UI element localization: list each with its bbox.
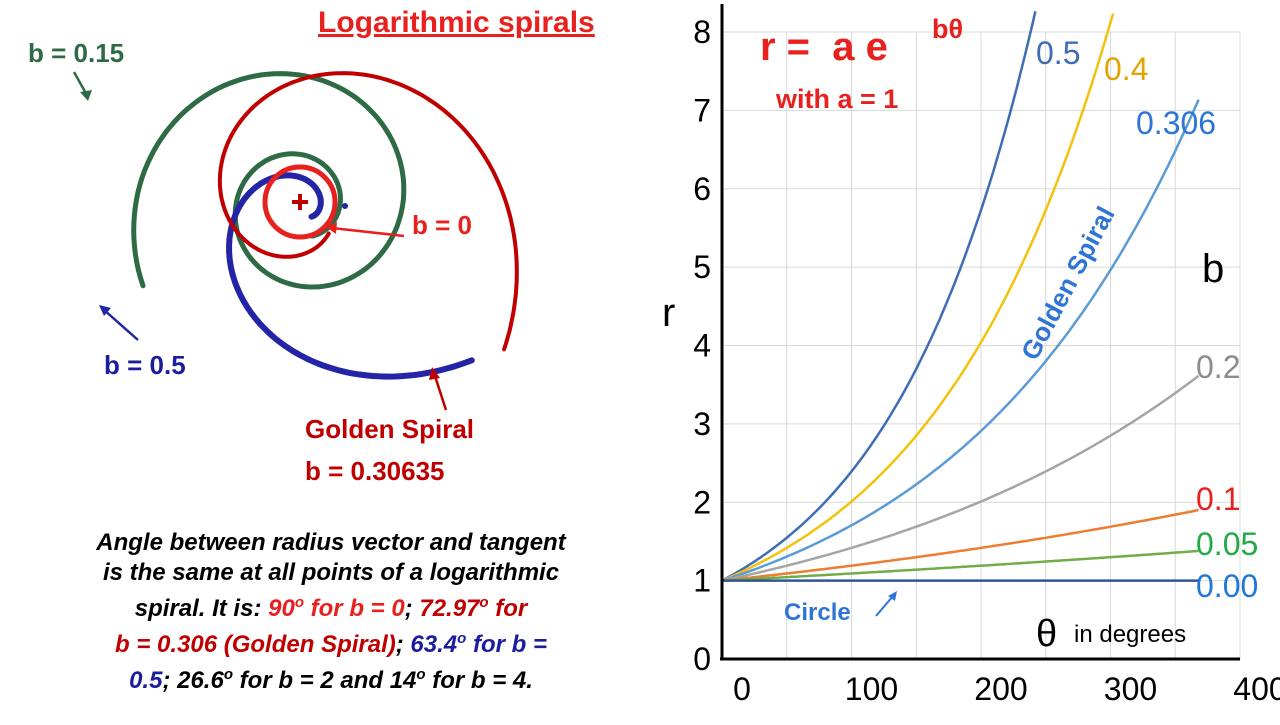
x-tick-label: 200 [974, 671, 1027, 707]
x-tick-label: 0 [733, 671, 751, 707]
formula-exponent: bθ [932, 14, 963, 44]
caption-text: for b = [466, 631, 547, 658]
series-label-b-0_5: 0.5 [1036, 35, 1080, 71]
degree-sup: o [457, 630, 467, 647]
y-tick-label: 6 [693, 171, 711, 207]
formula-subtitle: with a = 1 [775, 84, 898, 114]
y-tick-label: 3 [693, 406, 711, 442]
caption-text: b = 0.306 (Golden Spiral) [115, 631, 396, 658]
golden-spiral-annotation: Golden Spiral [1015, 201, 1121, 364]
page-title: Logarithmic spirals [318, 6, 595, 39]
caption-text: ; 26.6 [162, 667, 224, 694]
axes [720, 4, 1240, 661]
series-label-b-0_1: 0.1 [1196, 481, 1240, 517]
x-tick-label: 300 [1104, 671, 1157, 707]
caption-line-3: spiral. It is: 90o for b = 0; 72.97o for [6, 588, 656, 624]
series-label-b-0_05: 0.05 [1196, 526, 1258, 562]
x-tick-label: 100 [845, 671, 898, 707]
label-b015: b = 0.15 [28, 38, 125, 68]
y-tick-label: 7 [693, 92, 711, 128]
series-line-b-0_306 [721, 99, 1200, 582]
arrow-b05 [99, 305, 139, 341]
degree-sup: o [479, 594, 489, 611]
caption-text: for b = 2 and 14 [233, 667, 417, 694]
y-tick-label: 8 [693, 14, 711, 50]
degree-sup: o [416, 666, 426, 683]
legend-title: b [1202, 247, 1224, 291]
caption-line-5: 0.5; 26.6o for b = 2 and 14o for b = 4. [6, 660, 656, 696]
y-axis-label: r [662, 291, 675, 335]
circle-arrow-icon [875, 591, 897, 617]
tick-labels: 0 1 2 3 4 5 6 7 8 0 100 200 300 400 [693, 14, 1280, 707]
spiral-b015 [131, 71, 407, 290]
caption-text: for b = 4. [425, 667, 533, 694]
label-b05: b = 0.5 [104, 350, 186, 380]
arrow-b0 [326, 222, 405, 238]
caption-text: 63.4 [410, 631, 458, 658]
x-tick-label: 400 [1233, 671, 1280, 707]
caption-line-2: is the same at all points of a logarithm… [102, 559, 560, 586]
caption-text: 72.97 [419, 595, 480, 622]
center-plus-icon [292, 194, 308, 210]
caption-text: spiral. It is: [134, 595, 269, 622]
x-axis-symbol: θ [1036, 613, 1057, 655]
blue-dot [342, 203, 348, 209]
series-line-b-0_2 [721, 374, 1200, 582]
r-vs-theta-chart: 0 1 2 3 4 5 6 7 8 0 100 200 300 400 0.5 0.4 0.306 0.2 0.1… [662, 4, 1280, 707]
spiral-drawing [72, 71, 519, 411]
label-golden-name: Golden Spiral [305, 414, 475, 444]
caption-text: ; [404, 595, 420, 622]
y-tick-label: 4 [693, 328, 711, 364]
series-label-b-0_4: 0.4 [1104, 51, 1148, 87]
caption-text: for b = 0 [303, 595, 405, 622]
circle-annotation: Circle [784, 599, 851, 626]
spiral-illustration: Logarithmic spirals b = 0.15 b = 0.5 b =… [6, 6, 656, 696]
series-line-b-0_05 [721, 549, 1199, 582]
caption: Angle between radius vector and tangent … [6, 528, 656, 696]
series-line-b-0_4 [721, 13, 1115, 582]
series-labels: 0.5 0.4 0.306 0.2 0.1 0.05 0.00 [1036, 35, 1258, 604]
series-lines [721, 11, 1200, 582]
arrow-golden [429, 367, 448, 411]
series-label-b-0_00: 0.00 [1196, 568, 1258, 604]
caption-line-4: b = 0.306 (Golden Spiral); 63.4o for b = [6, 624, 656, 660]
series-label-b-0_2: 0.2 [1196, 349, 1240, 385]
y-tick-label: 0 [693, 641, 711, 677]
circle-b0 [262, 164, 338, 240]
caption-text: 0.5 [129, 667, 163, 694]
degree-sup: o [223, 666, 233, 683]
caption-text: 90 [268, 595, 295, 622]
label-golden-b: b = 0.30635 [305, 456, 445, 486]
y-tick-label: 5 [693, 249, 711, 285]
caption-text: ; [395, 631, 411, 658]
arrow-b015 [72, 71, 92, 101]
series-label-b-0_306: 0.306 [1136, 105, 1216, 141]
caption-line-1: Angle between radius vector and tangent [96, 529, 566, 556]
series-line-b-0_5 [721, 11, 1037, 582]
label-b0: b = 0 [412, 210, 472, 240]
degree-sup: o [294, 594, 304, 611]
y-tick-label: 1 [693, 563, 711, 599]
series-line-b-0_1 [721, 508, 1199, 582]
caption-text: for [488, 595, 528, 622]
spiral-golden [217, 71, 519, 352]
x-axis-unit: in degrees [1074, 621, 1186, 648]
chart-panel: 0 1 2 3 4 5 6 7 8 0 100 200 300 400 0.5 0.4 0.306 0.2 0.1… [660, 0, 1280, 720]
y-tick-label: 2 [693, 484, 711, 520]
formula-main: r = a e [760, 25, 888, 69]
